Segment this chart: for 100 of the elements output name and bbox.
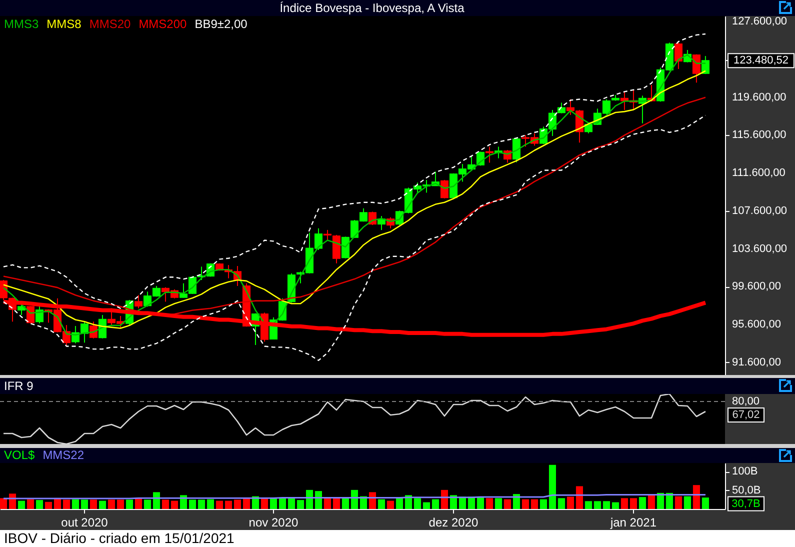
bar xyxy=(162,500,170,509)
y-tick-label: 99.600,00 xyxy=(732,280,781,293)
bar xyxy=(386,500,394,509)
x-tick-label: dez 2020 xyxy=(428,516,478,530)
y-tick-label: 127.600,00 xyxy=(732,16,788,28)
bar xyxy=(396,498,403,509)
bar xyxy=(98,500,106,509)
x-tick-label: nov 2020 xyxy=(248,516,299,530)
bar xyxy=(630,498,637,509)
bar xyxy=(296,500,304,509)
bar xyxy=(170,500,178,509)
text: MMS22 xyxy=(42,448,84,462)
bar xyxy=(126,500,134,509)
bar xyxy=(368,492,376,509)
bar xyxy=(504,499,511,509)
bar xyxy=(638,497,646,509)
candlestick xyxy=(674,42,682,70)
y-tick-label: 119.600,00 xyxy=(732,91,786,104)
y-tick-label: 103.600,00 xyxy=(732,242,788,255)
bar xyxy=(72,499,80,509)
candlestick xyxy=(440,179,448,199)
bar xyxy=(45,502,52,509)
bar xyxy=(566,496,574,509)
bar xyxy=(684,496,691,509)
y-tick-label: 91.600,00 xyxy=(732,356,781,368)
bar xyxy=(108,500,116,509)
bar xyxy=(594,501,601,509)
text: 123.480,52 xyxy=(733,54,789,67)
x-tick-label: jan 2021 xyxy=(609,516,657,530)
bar xyxy=(234,500,242,509)
bar xyxy=(692,485,700,509)
text: 67,02 xyxy=(732,409,760,421)
text: MMS8 xyxy=(46,17,82,31)
y-tick-label: 111.600,00 xyxy=(732,167,786,180)
candlestick xyxy=(323,229,332,240)
bar xyxy=(36,500,44,509)
bar xyxy=(188,500,196,509)
y-tick-label: 95.600,00 xyxy=(732,318,781,330)
bar xyxy=(494,498,502,509)
y-tick-label: 115.600,00 xyxy=(732,129,786,142)
bar xyxy=(602,501,610,509)
y-tick-label: 107.600,00 xyxy=(732,204,788,217)
text: 30,7B xyxy=(732,498,760,510)
bar xyxy=(486,498,493,509)
chart-title: Índice Bovespa - Ibovespa, A Vista xyxy=(280,0,464,16)
bar xyxy=(612,502,619,509)
y-tick-label: 50,0B xyxy=(732,484,761,496)
bar xyxy=(18,500,26,509)
bar xyxy=(242,498,250,509)
bar xyxy=(620,498,628,509)
x-tick-label: out 2020 xyxy=(61,516,108,530)
bar xyxy=(422,502,430,509)
text: IBOV - Diário - criado em 15/01/2021 xyxy=(4,530,234,546)
bar xyxy=(144,500,152,509)
bar xyxy=(152,492,160,509)
bar xyxy=(702,498,709,509)
candlestick xyxy=(485,146,494,164)
bar xyxy=(558,498,565,509)
bar xyxy=(270,498,278,509)
bar xyxy=(314,491,322,509)
text: BB9±2,00 xyxy=(194,17,248,31)
text: VOL$ xyxy=(4,448,35,462)
line-series xyxy=(2,33,706,309)
bar xyxy=(530,499,538,509)
bar xyxy=(278,498,286,509)
y-tick-label: 100B xyxy=(732,466,758,478)
candlestick xyxy=(692,54,700,84)
bar xyxy=(548,464,556,509)
bar xyxy=(134,498,142,509)
line-series xyxy=(2,114,706,362)
bar xyxy=(288,498,296,509)
bar xyxy=(656,492,664,509)
bar xyxy=(260,498,268,509)
text: MMS3 xyxy=(4,17,39,31)
candlestick xyxy=(332,234,340,264)
bar xyxy=(116,500,124,509)
candlestick xyxy=(557,102,566,114)
bar xyxy=(332,497,340,509)
bar xyxy=(342,498,349,509)
bar xyxy=(674,496,682,509)
text: 80,00 xyxy=(732,396,760,408)
bar xyxy=(378,499,385,509)
bar xyxy=(224,500,232,509)
bar xyxy=(216,500,224,509)
bar xyxy=(198,500,206,509)
text: MMS200 xyxy=(138,17,187,31)
bar xyxy=(522,499,529,509)
bar xyxy=(414,498,421,509)
bar xyxy=(90,500,98,509)
line-series xyxy=(2,96,706,316)
text: MMS20 xyxy=(89,17,131,31)
bar xyxy=(80,500,88,509)
chart-title: IFR 9 xyxy=(4,378,34,394)
bar xyxy=(666,492,673,509)
bar xyxy=(584,501,592,509)
bar xyxy=(9,494,16,509)
bar xyxy=(576,486,583,509)
bar xyxy=(27,499,34,509)
bar xyxy=(206,499,214,509)
bar xyxy=(648,494,655,509)
